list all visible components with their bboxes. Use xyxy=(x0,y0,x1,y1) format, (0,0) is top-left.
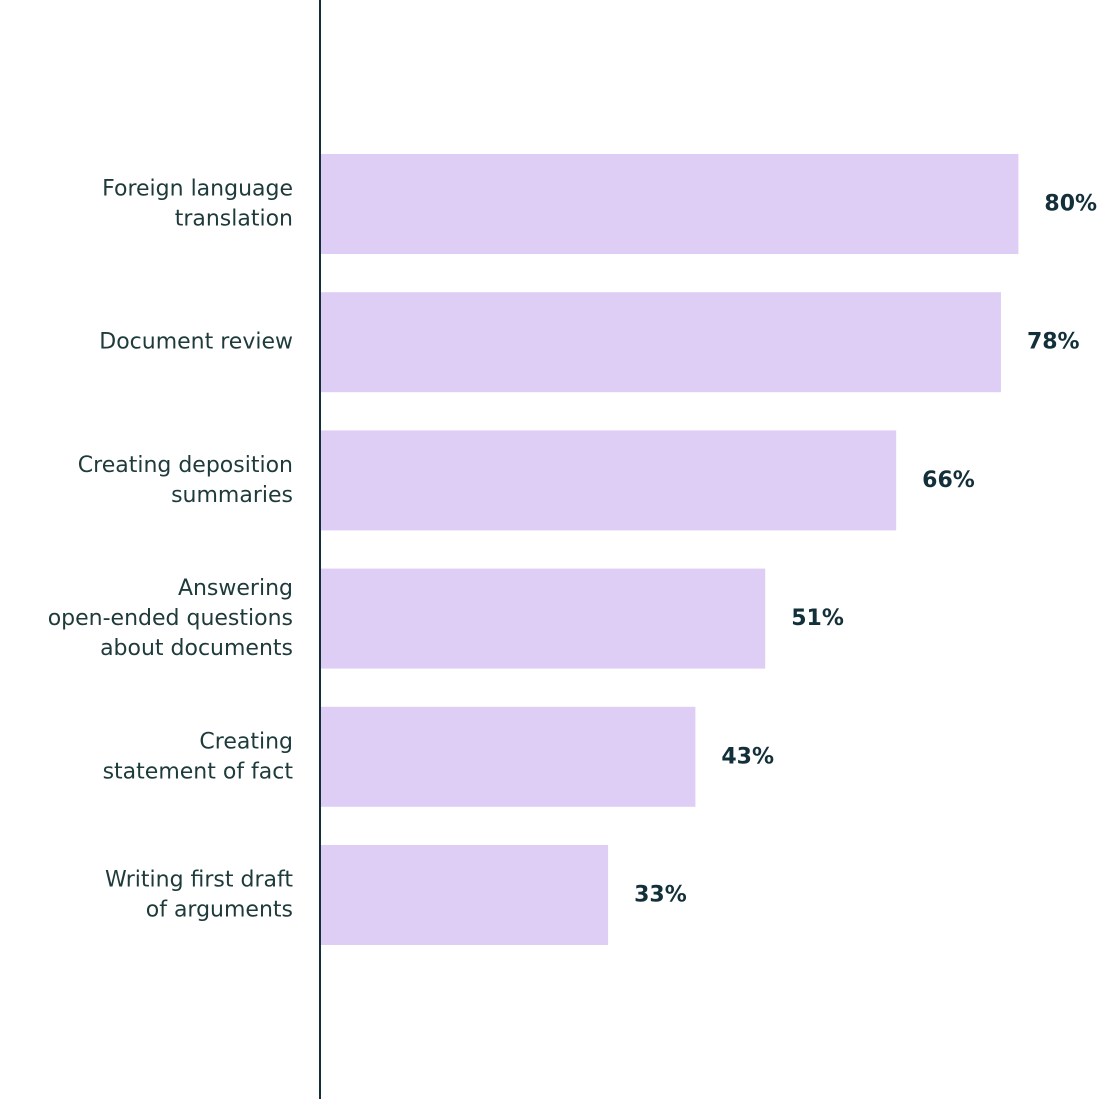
bar xyxy=(320,706,696,807)
category-label: Creating deposition summaries xyxy=(78,453,293,508)
category-label-line: Document review xyxy=(99,330,293,355)
category-label: Answering open-ended questions about docum… xyxy=(48,576,293,661)
value-labels-group: 80% 78% 66% 51% 43% 33% xyxy=(634,192,1097,908)
value-label: 78% xyxy=(1027,330,1080,355)
value-label: 33% xyxy=(634,883,687,908)
category-label-line: summaries xyxy=(171,483,293,508)
category-label-line: Creating deposition xyxy=(78,453,293,478)
category-label: Creating statement of fact xyxy=(103,729,294,784)
category-label-line: open-ended questions xyxy=(48,606,293,631)
category-label-line: Answering xyxy=(178,576,293,601)
category-label-line: translation xyxy=(175,207,293,232)
value-label: 43% xyxy=(721,744,774,769)
bar xyxy=(320,568,766,669)
value-label: 66% xyxy=(922,468,975,493)
category-label: Document review xyxy=(99,330,293,355)
category-label-line: of arguments xyxy=(146,898,293,923)
category-label-line: statement of fact xyxy=(103,759,294,784)
category-label-line: Foreign language xyxy=(102,177,293,202)
category-label: Writing first draft of arguments xyxy=(105,868,293,923)
category-labels-group: Foreign language translation Document revi… xyxy=(48,177,294,923)
bar xyxy=(320,292,1001,393)
value-label: 80% xyxy=(1044,192,1097,217)
bar xyxy=(320,845,609,945)
bar xyxy=(320,430,897,531)
value-label: 51% xyxy=(791,606,844,631)
bar xyxy=(320,154,1019,254)
category-label-line: Writing first draft xyxy=(105,868,293,893)
category-label-line: about documents xyxy=(100,636,293,661)
bars-group xyxy=(320,154,1019,945)
category-label: Foreign language translation xyxy=(102,177,293,232)
category-label-line: Creating xyxy=(199,729,293,754)
